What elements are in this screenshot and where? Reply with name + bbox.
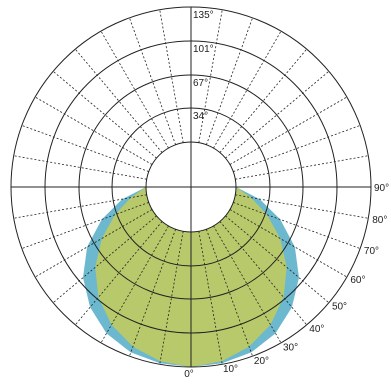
angle-label: 70°: [364, 246, 379, 257]
grid-layer: [10, 6, 372, 368]
radial-tick-label: 34°: [193, 111, 208, 122]
spoke-10: [198, 231, 223, 365]
spoke-160: [206, 17, 253, 145]
ring-3: [10, 6, 372, 368]
angle-label: 0°: [184, 369, 194, 380]
radial-tick-label: 101°: [193, 44, 214, 55]
spoke-20: [206, 229, 253, 357]
spoke-220: [74, 48, 163, 153]
spoke-230: [52, 70, 157, 159]
spoke-40: [219, 221, 308, 326]
spoke-120: [229, 96, 348, 165]
spoke-80: [235, 194, 369, 219]
angle-label: 20°: [254, 356, 269, 367]
angle-label: 90°: [374, 183, 389, 194]
spoke-150: [213, 30, 282, 149]
spoke-250: [21, 125, 149, 172]
spoke-290: [21, 202, 149, 249]
angle-label: 10°: [223, 364, 238, 375]
label-layer: 34° 67° 101° 135° 0° 10° 20° 30° 40° 50° 60° 70° 80°…: [184, 10, 389, 380]
angle-label: 40°: [309, 324, 324, 335]
spoke-170: [198, 9, 223, 143]
spoke-130: [225, 70, 330, 159]
spoke-340: [129, 229, 176, 357]
spoke-320: [74, 221, 163, 326]
spoke-190: [159, 9, 184, 143]
spoke-280: [13, 194, 147, 219]
spoke-350: [159, 231, 184, 365]
spoke-60: [229, 209, 348, 278]
spoke-310: [52, 215, 157, 304]
ring-0: [111, 107, 271, 267]
spoke-300: [34, 209, 153, 278]
spoke-30: [213, 225, 282, 344]
spoke-240: [34, 96, 153, 165]
spoke-330: [100, 225, 169, 344]
ring-inner: [145, 141, 237, 233]
angle-label: 80°: [372, 215, 387, 226]
ring-1: [78, 74, 304, 300]
angle-label: 30°: [283, 342, 298, 353]
spoke-260: [13, 155, 147, 180]
spoke-210: [100, 30, 169, 149]
radial-tick-label: 135°: [193, 10, 214, 21]
spoke-100: [235, 155, 369, 180]
spoke-70: [233, 202, 361, 249]
radial-tick-label: 67°: [193, 78, 208, 89]
spoke-140: [219, 48, 308, 153]
spoke-110: [233, 125, 361, 172]
angle-label: 60°: [350, 275, 365, 286]
ring-2: [44, 40, 338, 334]
angle-label: 50°: [332, 301, 347, 312]
spoke-200: [129, 17, 176, 145]
spoke-50: [225, 215, 330, 304]
